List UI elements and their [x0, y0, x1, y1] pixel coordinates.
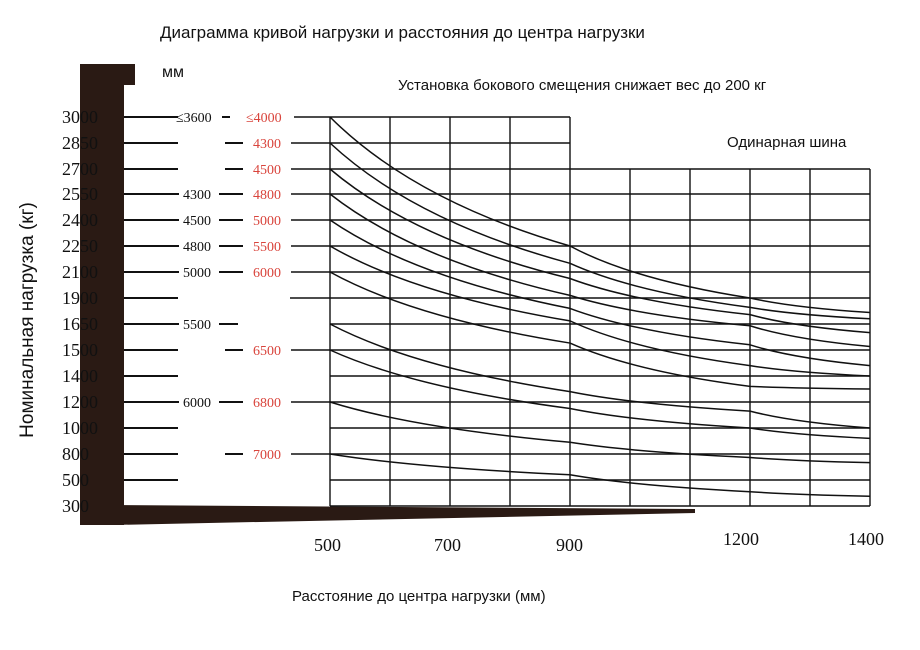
- lift-height-red: 4800: [253, 188, 281, 203]
- lift-height-black: 4800: [183, 240, 211, 255]
- y-tick-label: 300: [62, 496, 89, 516]
- y-tick-label: 1200: [62, 392, 98, 412]
- x-axis-label: Расстояние до центра нагрузки (мм): [292, 588, 546, 605]
- y-tick-label: 1400: [62, 366, 98, 386]
- x-tick-labels: 500 700 900 1200 1400: [314, 529, 884, 555]
- lift-height-red: 5000: [253, 214, 281, 229]
- y-tick-label: 2250: [62, 236, 98, 256]
- x-tick-label: 700: [434, 535, 461, 555]
- y-tick-labels: 3000 2850 2700 2550 2400 2250 2100 1900 1650 1500…: [62, 107, 98, 516]
- y-tick-label: 1650: [62, 314, 98, 334]
- y-tick-label: 500: [62, 470, 89, 490]
- grid: [124, 116, 871, 507]
- lift-height-black: 5500: [183, 318, 211, 333]
- load-curve: [329, 193, 871, 348]
- lift-height-black: 4300: [183, 188, 211, 203]
- y-tick-label: 2700: [62, 159, 98, 179]
- y-tick-label: 2400: [62, 210, 98, 230]
- x-tick-label: 500: [314, 535, 341, 555]
- lift-height-red: 6800: [253, 396, 281, 411]
- y-tick-label: 2850: [62, 133, 98, 153]
- unit-label: мм: [162, 64, 184, 81]
- load-curve: [329, 401, 871, 464]
- curves: [329, 116, 871, 497]
- lift-height-red: 6500: [253, 344, 281, 359]
- sideshift-note: Установка бокового смещения снижает вес …: [398, 77, 767, 94]
- y-axis-label: Номинальная нагрузка (кг): [17, 202, 38, 438]
- lift-height-black: 4500: [183, 214, 211, 229]
- y-tick-label: 3000: [62, 107, 98, 127]
- lift-height-red: 6000: [253, 266, 281, 281]
- load-curve: [329, 271, 871, 390]
- x-tick-label: 900: [556, 535, 583, 555]
- lift-height-black: ≤3600: [176, 111, 212, 126]
- load-curve: [329, 453, 871, 497]
- tire-label: Одинарная шина: [727, 134, 847, 151]
- load-curve: [329, 219, 871, 367]
- lift-height-black: 5000: [183, 266, 211, 281]
- x-tick-label: 1400: [848, 529, 884, 549]
- lift-height-labels: ≤3600 4300 4500 4800 5000 5500 6000 ≤4000 4300 45…: [124, 111, 330, 463]
- load-curve: [329, 323, 871, 429]
- chart-frame: [80, 64, 695, 525]
- y-tick-label: 2550: [62, 184, 98, 204]
- load-curve: [329, 142, 871, 320]
- load-curve: [329, 245, 871, 377]
- lift-height-red: 4300: [253, 137, 281, 152]
- x-tick-label: 1200: [723, 529, 759, 549]
- lift-height-black: 6000: [183, 396, 211, 411]
- y-tick-label: 1000: [62, 418, 98, 438]
- lift-height-red: 7000: [253, 448, 281, 463]
- y-tick-label: 2100: [62, 262, 98, 282]
- chart-title: Диаграмма кривой нагрузки и расстояния д…: [160, 23, 645, 42]
- y-tick-label: 1500: [62, 340, 98, 360]
- load-curve: [329, 349, 871, 440]
- lift-height-red: ≤4000: [246, 111, 282, 126]
- y-tick-label: 1900: [62, 288, 98, 308]
- load-curve: [329, 168, 871, 334]
- lift-height-red: 5500: [253, 240, 281, 255]
- load-curve: [329, 116, 871, 314]
- y-tick-label: 800: [62, 444, 89, 464]
- lift-height-red: 4500: [253, 163, 281, 178]
